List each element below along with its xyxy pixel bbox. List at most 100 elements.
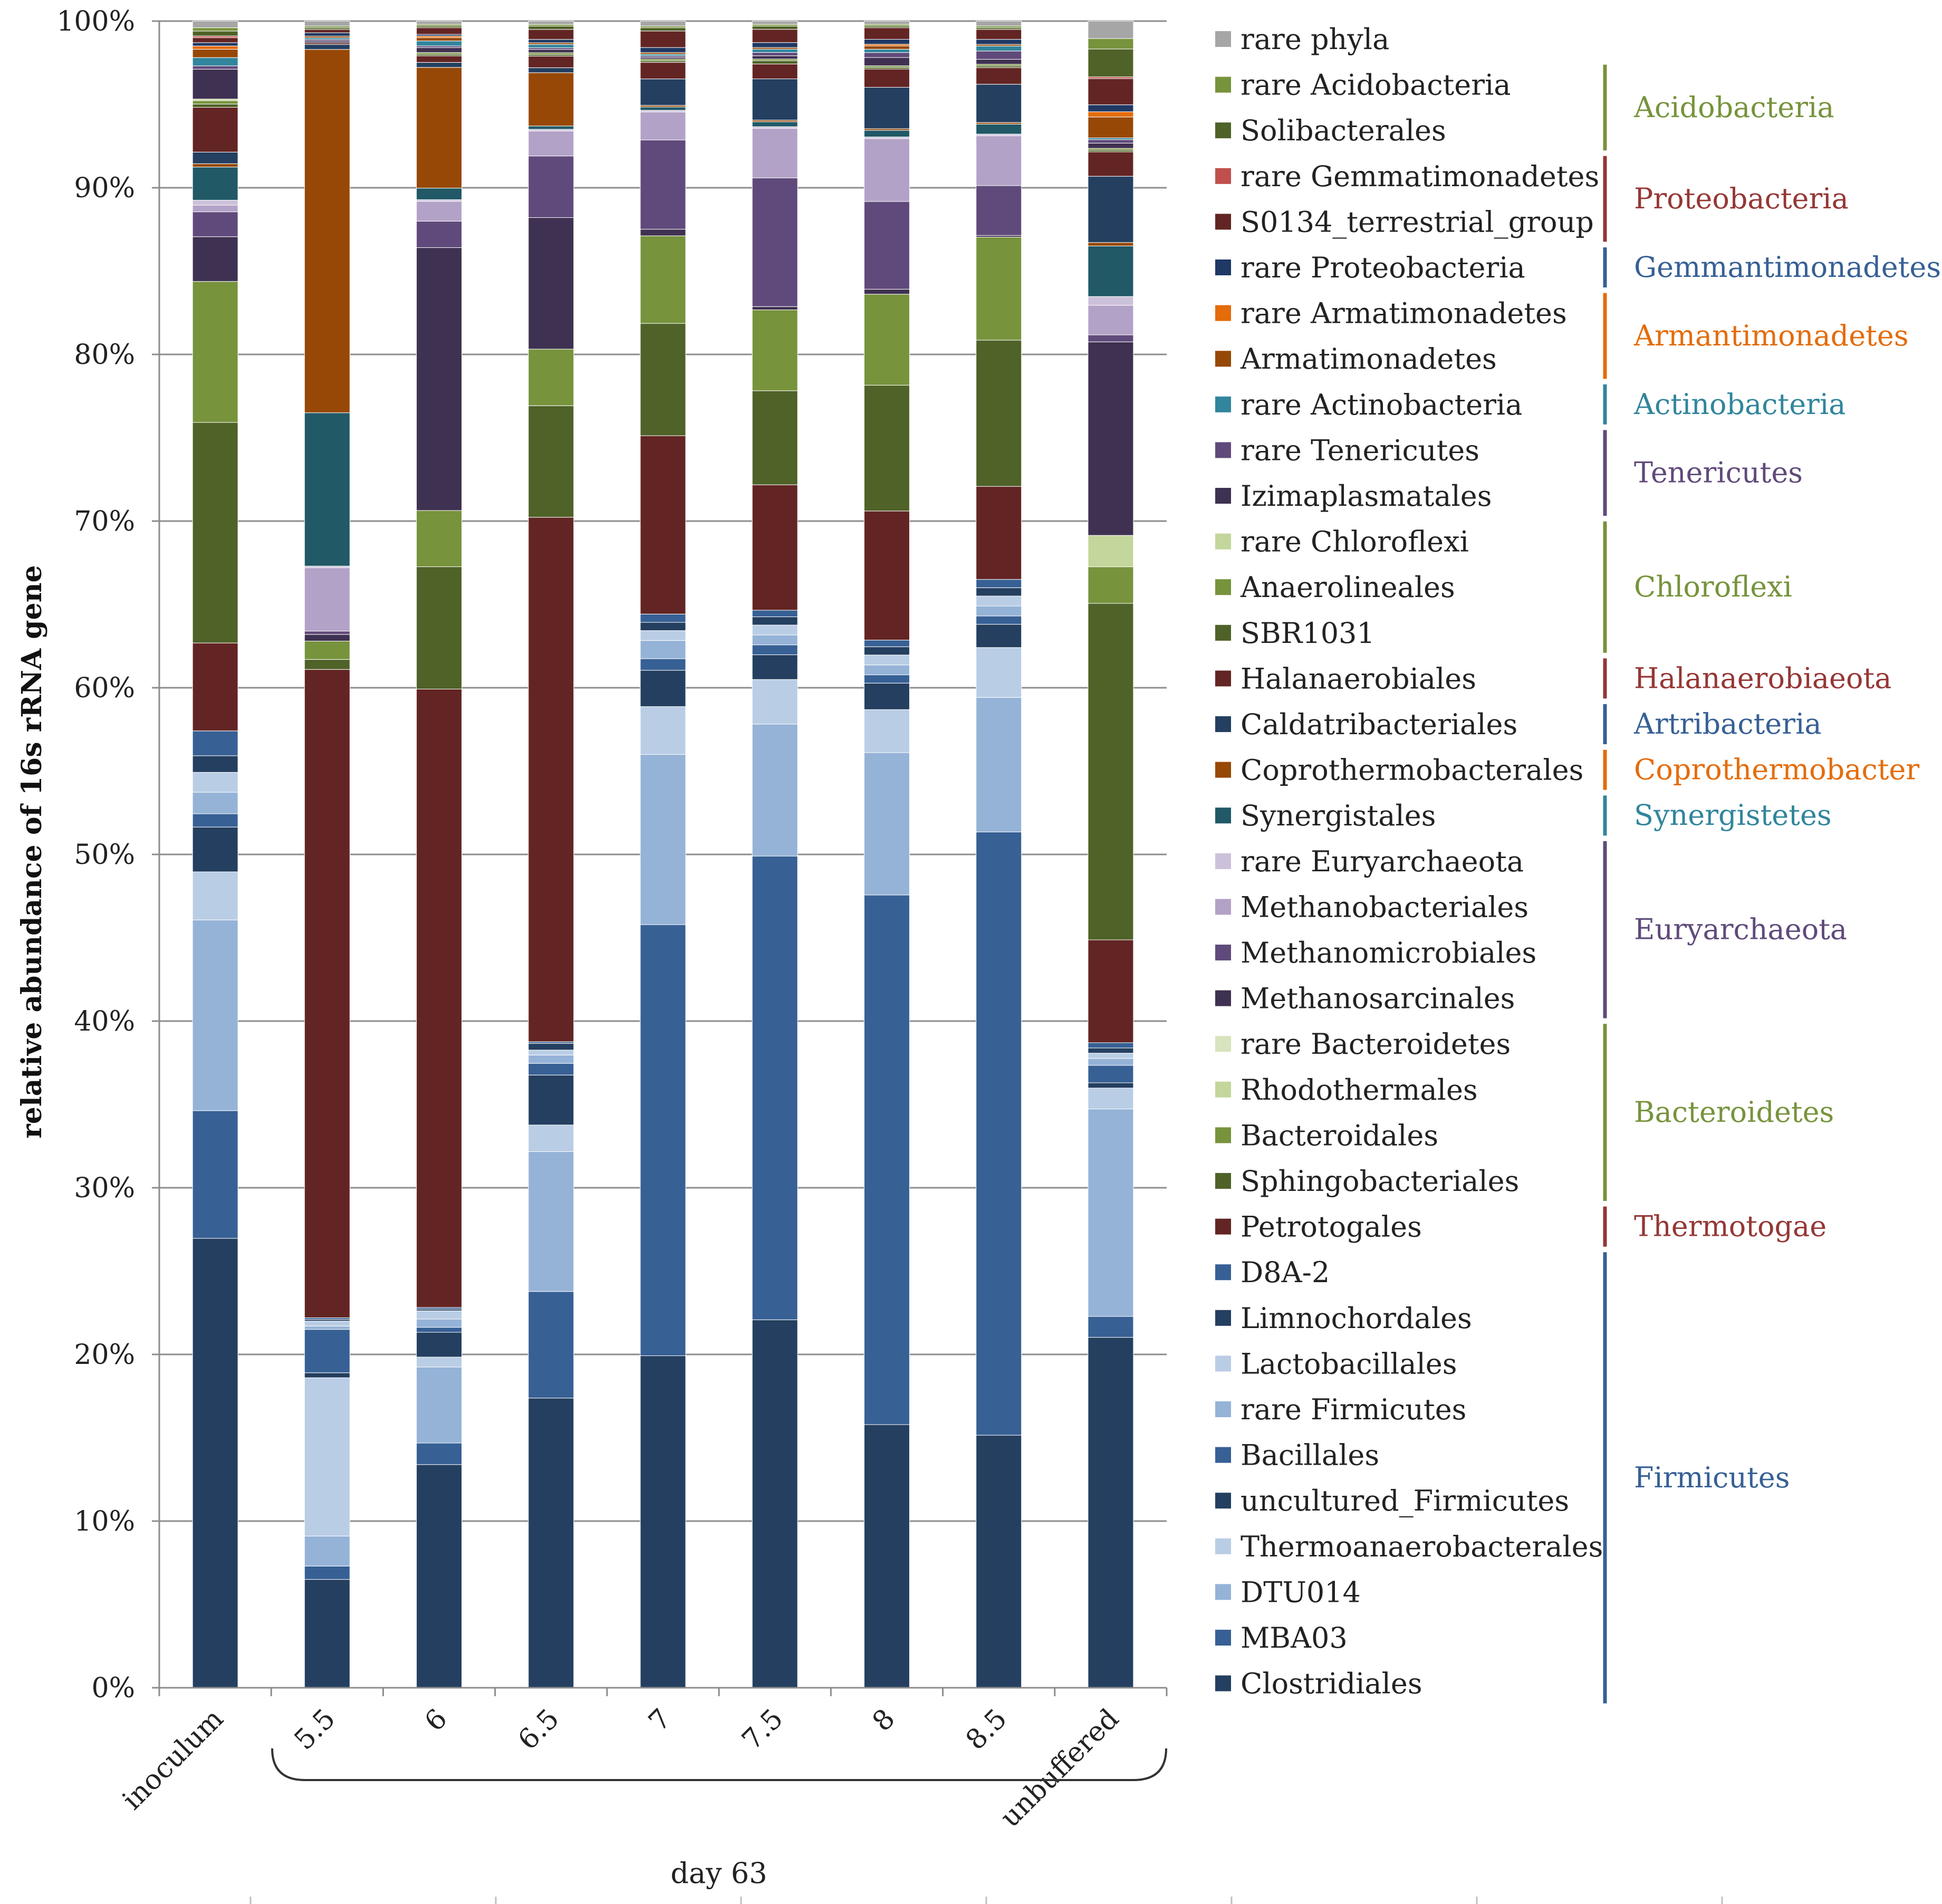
bar-segment-7-bacillales — [640, 658, 686, 671]
legend-label-synergistales: Synergistales — [1241, 799, 1436, 832]
bar-segment-6-5-methanomicrobiales — [528, 156, 574, 218]
bar-segment-6-methanomicrobiales — [416, 220, 463, 248]
bar-segment-8-limnochordales — [863, 646, 910, 656]
bar-segment-8-rare-actinobacteria — [863, 49, 910, 53]
legend-label-rare-euryarchaeota: rare Euryarchaeota — [1241, 845, 1524, 878]
bar-segment-6-5-solibacterales — [528, 25, 574, 30]
bar-6-5 — [528, 21, 574, 1688]
bar-segment-6-5-halanaerobiales — [528, 55, 574, 68]
bar-segment-6-uncultured-firmicutes — [416, 1332, 463, 1358]
bar-segment-8-5-uncultured-firmicutes — [976, 624, 1022, 648]
bar-segment-unbuffered-methanosarcinales — [1088, 341, 1134, 536]
legend-label-thermoanaerobacterales: Thermoanaerobacterales — [1241, 1530, 1603, 1563]
phylum-label-proteobacteria: Proteobacteria — [1634, 182, 1849, 215]
bar-segment-6-5-rare-actinobacteria — [528, 44, 574, 49]
legend-swatch-sbr1031 — [1215, 624, 1231, 641]
bar-segment-unbuffered-methanobacteriales — [1088, 305, 1134, 335]
phylum-label-euryarchaeota: Euryarchaeota — [1634, 913, 1847, 946]
bar-segment-8-petrotogales — [863, 511, 910, 641]
legend-swatch-s0134-terrestrial-group — [1215, 214, 1231, 230]
bar-segment-7-5-methanomicrobiales — [752, 177, 798, 307]
legend-item-thermoanaerobacterales: Thermoanaerobacterales — [1215, 1530, 1603, 1563]
phylum-label-halanaerobiaeota: Halanaerobiaeota — [1634, 661, 1891, 695]
bar-segment-inoculum-rare-euryarchaeota — [192, 200, 238, 206]
bar-segment-inoculum-methanomicrobiales — [192, 211, 238, 237]
bar-segment-8-d8a-2 — [863, 640, 910, 647]
bar-segment-8-5-rare-proteobacteria — [976, 39, 1022, 45]
bar-segment-8-5-mba03 — [976, 831, 1022, 1436]
legend-label-rare-chloroflexi: rare Chloroflexi — [1241, 525, 1469, 559]
legend-item-dtu014: DTU014 — [1215, 1575, 1361, 1609]
bar-7 — [640, 21, 686, 1688]
bar-8-5 — [976, 21, 1022, 1688]
bar-segment-8-bacillales — [863, 675, 910, 684]
legend-item-lactobacillales: Lactobacillales — [1215, 1347, 1457, 1380]
bar-segment-inoculum-clostridiales — [192, 1238, 238, 1688]
bar-segment-inoculum-solibacterales — [192, 31, 238, 36]
bar-segment-inoculum-armatimonadetes — [192, 49, 238, 58]
legend-swatch-methanobacteriales — [1215, 899, 1231, 915]
bar-segment-7-caldatribacteriales — [640, 79, 686, 106]
bar-segment-5-5-coprothermobacterales — [304, 49, 350, 414]
legend-swatch-caldatribacteriales — [1215, 716, 1231, 732]
x-tick-label-inoculum: inoculum — [117, 1703, 230, 1816]
bar-segment-7-5-izimaplasmatales — [752, 55, 798, 60]
legend-label-methanosarcinales: Methanosarcinales — [1241, 982, 1515, 1015]
legend-swatch-rare-gemmatimonadetes — [1215, 168, 1231, 184]
legend-label-uncultured-firmicutes: uncultured_Firmicutes — [1241, 1484, 1569, 1517]
bar-segment-7-5-limnochordales — [752, 616, 798, 626]
y-tick-label: 90% — [74, 172, 135, 204]
legend-swatch-rare-firmicutes — [1215, 1401, 1231, 1417]
legend-item-petrotogales: Petrotogales — [1215, 1210, 1422, 1244]
legend-item-rare-armatimonadetes: rare Armatimonadetes — [1215, 297, 1567, 330]
bar-7-5 — [752, 21, 798, 1688]
bar-segment-8-5-rare-firmicutes — [976, 605, 1022, 617]
phylum-group-labels: Acidobacteria Proteobacteria Gemmantimonad… — [1603, 64, 1941, 1704]
bar-segment-8-rare-firmicutes — [863, 665, 910, 676]
bar-segment-5-5-rare-firmicutes — [304, 1325, 350, 1330]
phylum-group-thermotogae: Thermotogae — [1603, 1206, 1826, 1247]
bar-segment-6-s0134-terrestrial-group — [416, 27, 463, 35]
legend-label-rare-proteobacteria: rare Proteobacteria — [1241, 251, 1525, 284]
legend-item-rare-euryarchaeota: rare Euryarchaeota — [1215, 845, 1524, 878]
legend-label-bacteroidales: Bacteroidales — [1241, 1119, 1438, 1152]
legend-label-limnochordales: Limnochordales — [1241, 1302, 1472, 1335]
bar-segment-7-5-thermoanaerobacterales — [752, 679, 798, 725]
bar-segment-6-lactobacillales — [416, 1310, 463, 1320]
bar-segment-inoculum-limnochordales — [192, 755, 238, 773]
bar-segment-6-armatimonadetes — [416, 37, 463, 42]
legend: rare phyla rare Acidobacteria Solibacteral… — [1215, 23, 1603, 1700]
phylum-group-armantimonadetes: Armantimonadetes — [1603, 293, 1909, 379]
bar-segment-unbuffered-clostridiales — [1088, 1337, 1134, 1688]
legend-item-clostridiales: Clostridiales — [1215, 1667, 1422, 1700]
legend-swatch-rare-actinobacteria — [1215, 396, 1231, 412]
bar-segment-7-5-lactobacillales — [752, 624, 798, 636]
y-tick-label: 30% — [74, 1172, 135, 1204]
bar-segment-7-5-petrotogales — [752, 484, 798, 611]
bar-segment-8-5-d8a-2 — [976, 579, 1022, 588]
axes — [158, 21, 1167, 1689]
bar-segment-6-rare-firmicutes — [416, 1319, 463, 1328]
x-tick-label-6: 6 — [419, 1703, 454, 1738]
legend-swatch-halanaerobiales — [1215, 670, 1231, 687]
bar-segment-8-s0134-terrestrial-group — [863, 27, 910, 40]
bar-segment-7-petrotogales — [640, 435, 686, 614]
legend-label-clostridiales: Clostridiales — [1241, 1667, 1422, 1700]
phylum-label-firmicutes: Firmicutes — [1634, 1461, 1790, 1494]
bar-segment-5-5-lactobacillales — [304, 1321, 350, 1326]
legend-item-methanomicrobiales: Methanomicrobiales — [1215, 936, 1536, 969]
bar-segment-unbuffered-synergistales — [1088, 245, 1134, 297]
bar-segment-inoculum-methanosarcinales — [192, 236, 238, 282]
bar-segment-7-clostridiales — [640, 1355, 686, 1688]
legend-item-d8a-2: D8A-2 — [1215, 1256, 1330, 1289]
bar-segment-7-5-clostridiales — [752, 1319, 798, 1688]
legend-item-rare-acidobacteria: rare Acidobacteria — [1215, 69, 1511, 102]
bar-segment-7-5-uncultured-firmicutes — [752, 654, 798, 680]
bar-segment-6-5-thermoanaerobacterales — [528, 1124, 574, 1152]
bar-segment-6-5-mba03 — [528, 1291, 574, 1399]
x-tick-label-5-5: 5.5 — [289, 1703, 342, 1756]
bar-segment-inoculum-uncultured-firmicutes — [192, 826, 238, 872]
legend-label-bacillales: Bacillales — [1241, 1439, 1379, 1472]
bar-segment-6-5-dtu014 — [528, 1151, 574, 1292]
bar-segment-6-5-synergistales — [528, 126, 574, 130]
